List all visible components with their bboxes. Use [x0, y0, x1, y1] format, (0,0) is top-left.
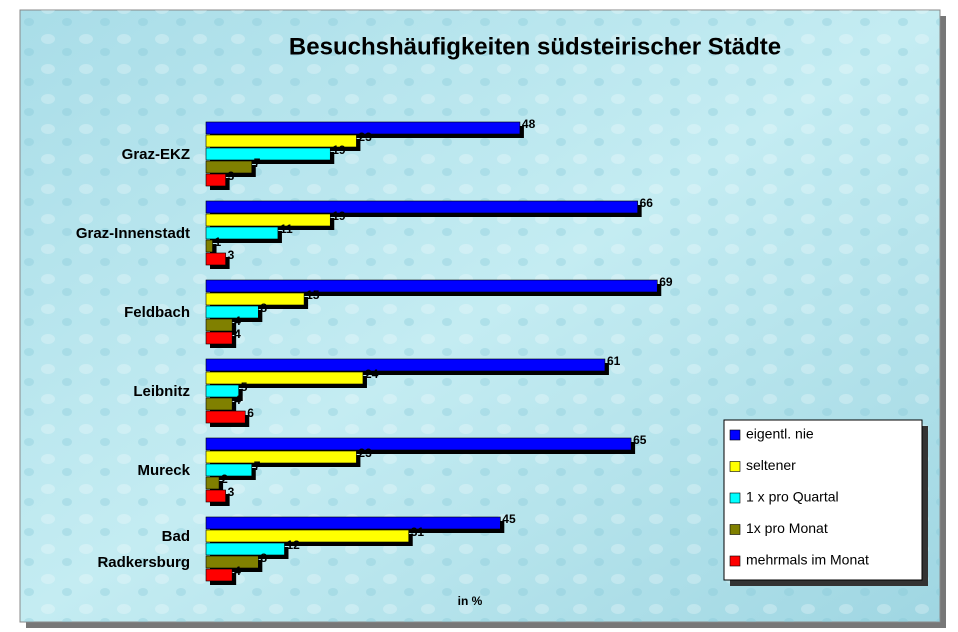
- bar: [205, 134, 357, 148]
- legend-label: 1 x pro Quartal: [746, 489, 839, 505]
- value-label: 3: [228, 248, 235, 262]
- y-tick-label: Leibnitz: [133, 382, 190, 400]
- bar: [205, 292, 305, 306]
- value-label: 7: [254, 459, 261, 473]
- legend-swatch: [729, 555, 741, 567]
- value-label: 5: [241, 380, 248, 394]
- y-tick-label: Graz-Innenstadt: [75, 224, 190, 242]
- value-label: 7: [254, 156, 261, 170]
- legend-swatch: [729, 492, 741, 504]
- bar: [205, 542, 285, 556]
- bar: [205, 121, 521, 135]
- bar: [205, 147, 331, 161]
- bar: [205, 476, 220, 490]
- value-label: 19: [332, 209, 346, 223]
- bar: [205, 160, 253, 174]
- legend-label: eigentl. nie: [746, 426, 814, 442]
- value-label: 1: [215, 235, 222, 249]
- value-label: 2: [221, 472, 228, 486]
- value-label: 31: [411, 525, 425, 539]
- value-label: 11: [280, 222, 293, 236]
- value-label: 4: [234, 393, 241, 407]
- value-label: 23: [358, 130, 372, 144]
- value-label: 45: [502, 512, 516, 526]
- bar: [205, 489, 226, 503]
- bar: [205, 529, 410, 543]
- chart-title: Besuchshäufigkeiten südsteirischer Städt…: [289, 33, 781, 60]
- bar: [205, 463, 253, 477]
- value-label: 61: [607, 354, 621, 368]
- legend-swatch: [729, 524, 741, 535]
- bar: [205, 397, 233, 411]
- value-label: 4: [234, 314, 241, 328]
- bar: [205, 555, 259, 569]
- value-label: 8: [260, 301, 267, 315]
- legend-label: mehrmals im Monat: [746, 552, 869, 568]
- bar: [205, 450, 357, 464]
- value-label: 8: [260, 551, 267, 565]
- value-label: 6: [247, 406, 254, 420]
- value-label: 69: [659, 275, 673, 289]
- bar: [205, 279, 658, 293]
- bar: [205, 239, 213, 253]
- bar: [205, 213, 331, 227]
- value-label: 48: [522, 117, 536, 131]
- legend: [723, 419, 923, 581]
- value-label: 24: [365, 367, 379, 381]
- value-label: 3: [228, 485, 235, 499]
- bar: [205, 318, 233, 332]
- bar: [205, 437, 632, 451]
- bar: [205, 568, 233, 582]
- value-label: 3: [228, 169, 235, 183]
- value-label: 19: [332, 143, 346, 157]
- value-label: 4: [234, 327, 241, 341]
- x-axis-label: in %: [458, 594, 483, 608]
- value-label: 66: [640, 196, 654, 210]
- value-label: 15: [306, 288, 320, 302]
- bar: [205, 173, 226, 187]
- bar-shadow: [210, 244, 217, 256]
- bar: [205, 226, 279, 240]
- legend-label: 1x pro Monat: [746, 520, 828, 536]
- y-tick-label: Graz-EKZ: [121, 145, 190, 163]
- bar: [205, 252, 226, 266]
- value-label: 23: [358, 446, 372, 460]
- legend-swatch: [729, 461, 741, 472]
- bar: [205, 516, 501, 530]
- bar: [205, 410, 246, 424]
- bar: [205, 331, 233, 345]
- bar: [205, 384, 240, 398]
- bar: [205, 200, 638, 214]
- bar: [205, 371, 364, 385]
- y-tick-label: Feldbach: [124, 303, 190, 321]
- value-label: 4: [234, 564, 241, 578]
- y-tick-label: Mureck: [137, 461, 190, 479]
- bar: [205, 305, 259, 319]
- y-tick-label: Bad Radkersburg: [97, 527, 190, 571]
- value-label: 12: [286, 538, 300, 552]
- bar: [205, 358, 606, 372]
- legend-swatch: [729, 429, 741, 441]
- value-label: 65: [633, 433, 647, 447]
- legend-label: seltener: [746, 457, 796, 473]
